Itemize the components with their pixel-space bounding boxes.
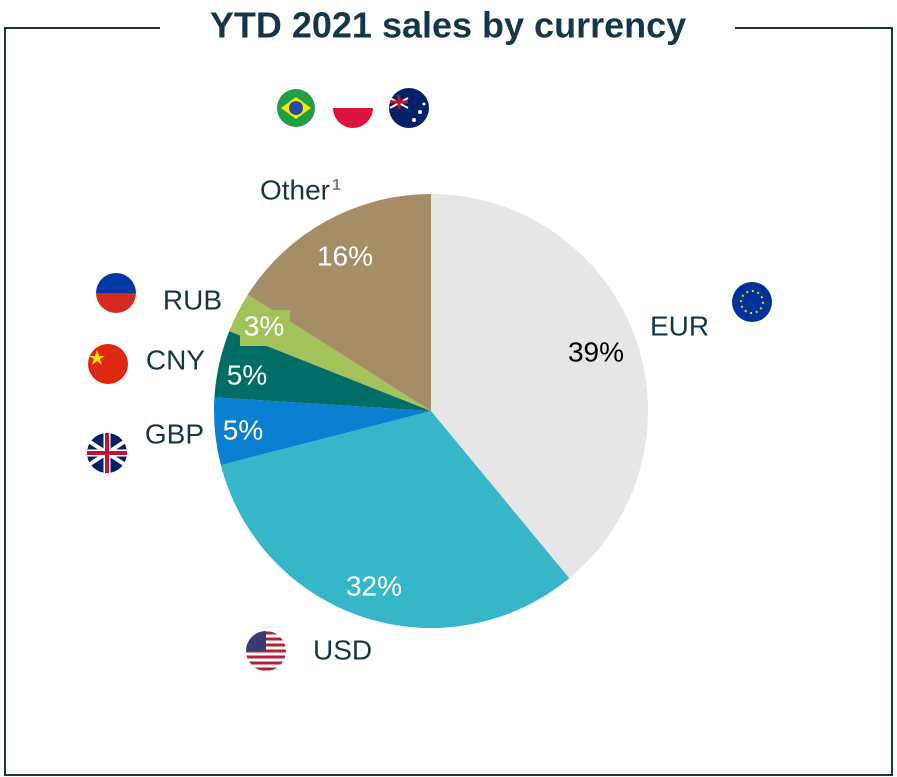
flag-australia bbox=[389, 88, 429, 128]
category-label: USD bbox=[313, 634, 372, 665]
flag-poland bbox=[333, 108, 373, 128]
pie-slice bbox=[214, 331, 431, 411]
flag-russia bbox=[96, 273, 136, 313]
value-label: 39% bbox=[568, 336, 624, 367]
frame bbox=[4, 27, 893, 776]
category-label: CNY bbox=[146, 344, 205, 375]
category-label: EUR bbox=[650, 310, 709, 341]
flag-china bbox=[88, 344, 128, 384]
pie-slice bbox=[247, 194, 431, 411]
flag-brazil bbox=[277, 89, 315, 127]
category-label: GBP bbox=[145, 418, 204, 449]
footnote-marker: 1 bbox=[332, 177, 341, 194]
category-label: Other bbox=[260, 174, 330, 205]
flag-uk bbox=[87, 433, 127, 473]
category-label: RUB bbox=[163, 284, 222, 315]
pie-slice bbox=[220, 411, 570, 628]
value-label-bg bbox=[240, 310, 290, 346]
flag-usa bbox=[246, 631, 286, 671]
value-label: 32% bbox=[346, 570, 402, 601]
value-label: 3% bbox=[244, 310, 284, 341]
value-label: 5% bbox=[223, 414, 263, 445]
pie-slice bbox=[431, 194, 648, 579]
chart-title: YTD 2021 sales by currency bbox=[210, 5, 686, 46]
value-label: 5% bbox=[227, 359, 267, 390]
flag-eu bbox=[732, 282, 772, 322]
pie-slice bbox=[214, 397, 431, 465]
pie bbox=[214, 194, 648, 628]
value-label: 16% bbox=[317, 240, 373, 271]
